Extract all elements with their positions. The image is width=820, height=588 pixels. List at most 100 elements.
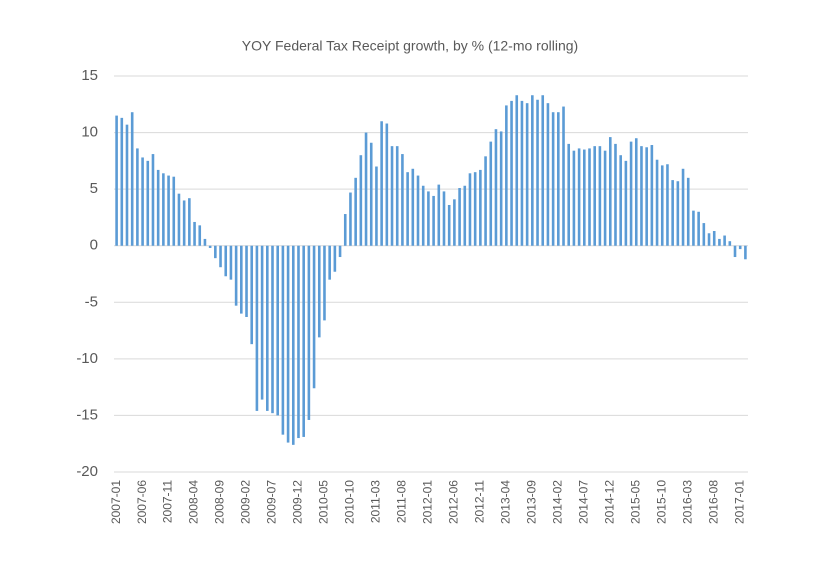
bar [354, 177, 357, 246]
bar [156, 169, 160, 246]
x-tick-label: 2015-10 [654, 480, 668, 524]
bar [567, 143, 571, 246]
x-tick-label: 2016-03 [680, 480, 694, 524]
y-tick-label: 10 [81, 124, 98, 141]
bar [712, 231, 716, 246]
bar [146, 160, 150, 246]
x-tick-label: 2008-09 [213, 480, 227, 524]
bar [525, 103, 529, 246]
bar [203, 238, 207, 246]
x-tick-label: 2014-12 [602, 480, 616, 524]
bar [406, 172, 409, 246]
bar [302, 245, 305, 437]
x-tick-label: 2015-05 [628, 480, 642, 524]
bar [453, 199, 456, 246]
bar [219, 245, 222, 268]
bar [229, 245, 233, 280]
bar [297, 245, 300, 439]
bar [629, 141, 633, 246]
bar [245, 245, 248, 317]
bar [125, 124, 129, 246]
bar [660, 165, 664, 246]
bar [432, 195, 435, 246]
bar [437, 184, 441, 246]
bar [136, 148, 139, 246]
bar [655, 159, 659, 246]
bar [115, 115, 118, 246]
chart-title: YOY Federal Tax Receipt growth, by % (12… [242, 38, 578, 54]
bar [681, 168, 685, 246]
bar [328, 245, 331, 280]
bar [744, 245, 747, 260]
bar [738, 245, 742, 250]
bar [458, 188, 461, 246]
bar [598, 146, 602, 246]
bar [167, 175, 170, 246]
bar [562, 106, 565, 246]
y-tick-label: -5 [85, 293, 98, 310]
bar [723, 235, 726, 246]
y-tick-label: 15 [81, 67, 98, 84]
bar [401, 154, 404, 246]
x-tick-label: 2012-01 [421, 480, 435, 524]
bar [390, 146, 394, 246]
bar [364, 132, 368, 246]
bar [442, 191, 446, 246]
bar [702, 223, 706, 246]
bar [281, 245, 285, 435]
y-tick-label: -10 [76, 350, 98, 367]
bar [697, 211, 700, 246]
bar [510, 100, 513, 246]
bar [141, 157, 144, 246]
x-tick-label: 2017-01 [732, 480, 746, 524]
x-tick-label: 2009-02 [239, 480, 253, 524]
bar [240, 245, 243, 314]
bar [473, 172, 477, 246]
bar [505, 105, 508, 246]
x-tick-label: 2014-07 [576, 480, 590, 524]
x-tick-label: 2011-03 [369, 480, 383, 523]
bar [676, 181, 680, 246]
bar [479, 169, 482, 246]
bar [369, 142, 373, 246]
bar [182, 200, 186, 246]
bar [718, 238, 721, 246]
bar [224, 245, 228, 277]
bar [583, 149, 586, 246]
bar [333, 245, 337, 272]
x-tick-label: 2010-10 [343, 480, 357, 524]
x-tick-label: 2009-07 [265, 480, 279, 524]
x-tick-label: 2012-11 [473, 480, 487, 523]
bar [214, 245, 217, 259]
bar [484, 156, 487, 246]
bar [707, 233, 711, 246]
bar [343, 214, 347, 246]
bar [172, 176, 176, 246]
bar [291, 245, 295, 445]
bar [120, 117, 124, 246]
bar [234, 245, 238, 306]
bar [198, 225, 202, 246]
bar [255, 245, 259, 411]
x-tick-label: 2012-06 [447, 480, 461, 524]
bar [193, 221, 196, 246]
bar [250, 245, 254, 345]
bar [286, 245, 290, 443]
y-tick-label: 0 [90, 237, 98, 254]
bar [499, 131, 503, 246]
x-tick-label: 2007-11 [161, 480, 175, 523]
bar [546, 103, 550, 246]
bar [593, 146, 596, 246]
bar [650, 145, 654, 246]
x-tick-label: 2010-05 [317, 480, 331, 524]
x-tick-label: 2013-04 [499, 480, 513, 524]
bar [323, 245, 326, 321]
bar [692, 210, 695, 246]
bar [619, 155, 622, 246]
bar [276, 245, 279, 416]
bar [671, 180, 674, 246]
bar [359, 155, 363, 246]
x-tick-label: 2011-08 [395, 480, 409, 523]
